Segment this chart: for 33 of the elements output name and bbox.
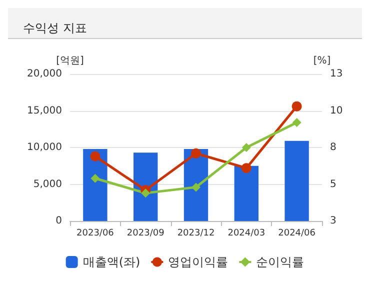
point (90, 174, 100, 183)
point (191, 148, 201, 158)
y2-tick-label: 5 (330, 178, 336, 190)
legend-label: 순이익률 (256, 255, 304, 269)
legend-label: 매출액(좌) (82, 255, 140, 269)
chart-title: 수익성 지표 (23, 21, 87, 35)
y-tick-label: 20,000 (27, 68, 62, 80)
point (141, 188, 150, 198)
legend-label: 영업이익률 (168, 255, 228, 269)
x-tick-label: 2023/09 (126, 228, 165, 238)
x-tick-label: 2023/12 (177, 228, 215, 238)
y2-tick-label: 3 (330, 216, 336, 226)
point (241, 163, 252, 174)
y-tick-label: 10,000 (27, 142, 62, 153)
y2-tick-label: 8 (330, 142, 336, 153)
point (90, 151, 100, 162)
x-tick-label: 2023/06 (76, 228, 114, 238)
point (292, 118, 302, 128)
x-tick-label: 2024/06 (278, 228, 316, 238)
y2-tick-label: 13 (330, 68, 343, 80)
x-tick-label: 2024/03 (228, 228, 266, 238)
bar (83, 148, 108, 221)
bar (234, 166, 258, 221)
y2-axis-title: [%] (313, 56, 331, 66)
y-tick-label: 0 (56, 216, 62, 226)
y-axis-title: [억원] (56, 56, 84, 66)
point (242, 143, 251, 152)
bar (284, 140, 309, 221)
y-tick-label: 15,000 (27, 105, 62, 116)
point (192, 182, 200, 192)
point (292, 101, 302, 112)
y2-tick-label: 10 (330, 105, 343, 116)
y-tick-label: 5,000 (33, 178, 62, 190)
